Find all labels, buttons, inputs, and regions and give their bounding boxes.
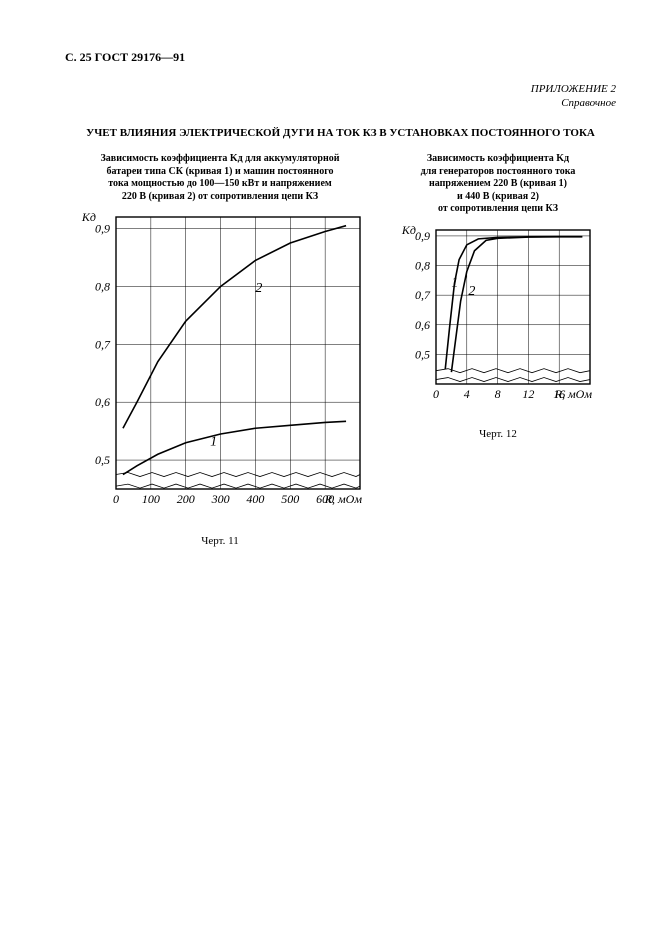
svg-text:Kд: Kд: [401, 223, 416, 237]
svg-text:2: 2: [468, 284, 475, 299]
svg-text:0,8: 0,8: [95, 279, 110, 293]
c12-cap-l2: для генераторов постоянного тока: [421, 166, 576, 177]
main-title: УЧЕТ ВЛИЯНИЯ ЭЛЕКТРИЧЕСКОЙ ДУГИ НА ТОК К…: [65, 127, 616, 139]
svg-text:1: 1: [210, 435, 217, 450]
svg-text:0,5: 0,5: [95, 453, 110, 467]
c12-cap-l1: Зависимость коэффициента Kд: [427, 153, 569, 164]
charts-row: Зависимость коэффициента Kд для аккумуля…: [65, 153, 616, 547]
c11-cap-l3: тока мощностью до 100—150 кВт и напряжен…: [108, 178, 331, 189]
svg-text:R, мОм: R, мОм: [324, 492, 363, 506]
svg-text:0,8: 0,8: [415, 258, 430, 272]
svg-text:Kд: Kд: [81, 210, 96, 224]
c11-cap-l2: батареи типа СК (кривая 1) и машин посто…: [107, 166, 334, 177]
svg-text:2: 2: [255, 281, 262, 296]
svg-text:0,6: 0,6: [415, 317, 430, 331]
page: С. 25 ГОСТ 29176—91 ПРИЛОЖЕНИЕ 2 Справоч…: [0, 0, 661, 587]
svg-text:0,7: 0,7: [95, 337, 111, 351]
svg-text:1: 1: [451, 275, 458, 290]
appendix-sub: Справочное: [65, 97, 616, 109]
svg-text:0,5: 0,5: [415, 347, 430, 361]
chart-11-caption: Зависимость коэффициента Kд для аккумуля…: [65, 153, 375, 203]
chart-12-block: Зависимость коэффициента Kд для генерато…: [393, 153, 603, 440]
svg-text:4: 4: [464, 387, 470, 401]
c11-cap-l4: 220 В (кривая 2) от сопротивления цепи К…: [122, 191, 318, 202]
c12-cap-l4: и 440 В (кривая 2): [457, 191, 539, 202]
svg-text:0: 0: [433, 387, 439, 401]
chart-11-block: Зависимость коэффициента Kд для аккумуля…: [65, 153, 375, 547]
chart-12-caption: Зависимость коэффициента Kд для генерато…: [393, 153, 603, 216]
svg-text:0,9: 0,9: [415, 228, 430, 242]
svg-text:300: 300: [211, 492, 230, 506]
chart-12-fig-label: Черт. 12: [393, 428, 603, 440]
chart-11-svg: 1201002003004005006000,50,60,70,80,9KдR,…: [70, 209, 370, 529]
c12-cap-l3: напряжением 220 В (кривая 1): [429, 178, 567, 189]
c11-cap-l1: Зависимость коэффициента Kд для аккумуля…: [101, 153, 340, 164]
svg-text:12: 12: [522, 387, 534, 401]
svg-text:0: 0: [113, 492, 119, 506]
svg-text:400: 400: [246, 492, 264, 506]
svg-text:R, мОм: R, мОм: [554, 387, 593, 401]
svg-text:100: 100: [142, 492, 160, 506]
svg-text:0,7: 0,7: [415, 288, 431, 302]
page-header: С. 25 ГОСТ 29176—91: [65, 50, 616, 65]
chart-11-fig-label: Черт. 11: [65, 535, 375, 547]
svg-text:8: 8: [495, 387, 501, 401]
svg-text:200: 200: [177, 492, 195, 506]
appendix-label: ПРИЛОЖЕНИЕ 2: [65, 83, 616, 95]
svg-text:500: 500: [281, 492, 299, 506]
svg-text:0,6: 0,6: [95, 395, 110, 409]
svg-text:0,9: 0,9: [95, 222, 110, 236]
c12-cap-l5: от сопротивления цепи КЗ: [438, 203, 558, 214]
chart-12-svg: 1204812160,50,60,70,80,9KдR, мОм: [398, 222, 598, 422]
